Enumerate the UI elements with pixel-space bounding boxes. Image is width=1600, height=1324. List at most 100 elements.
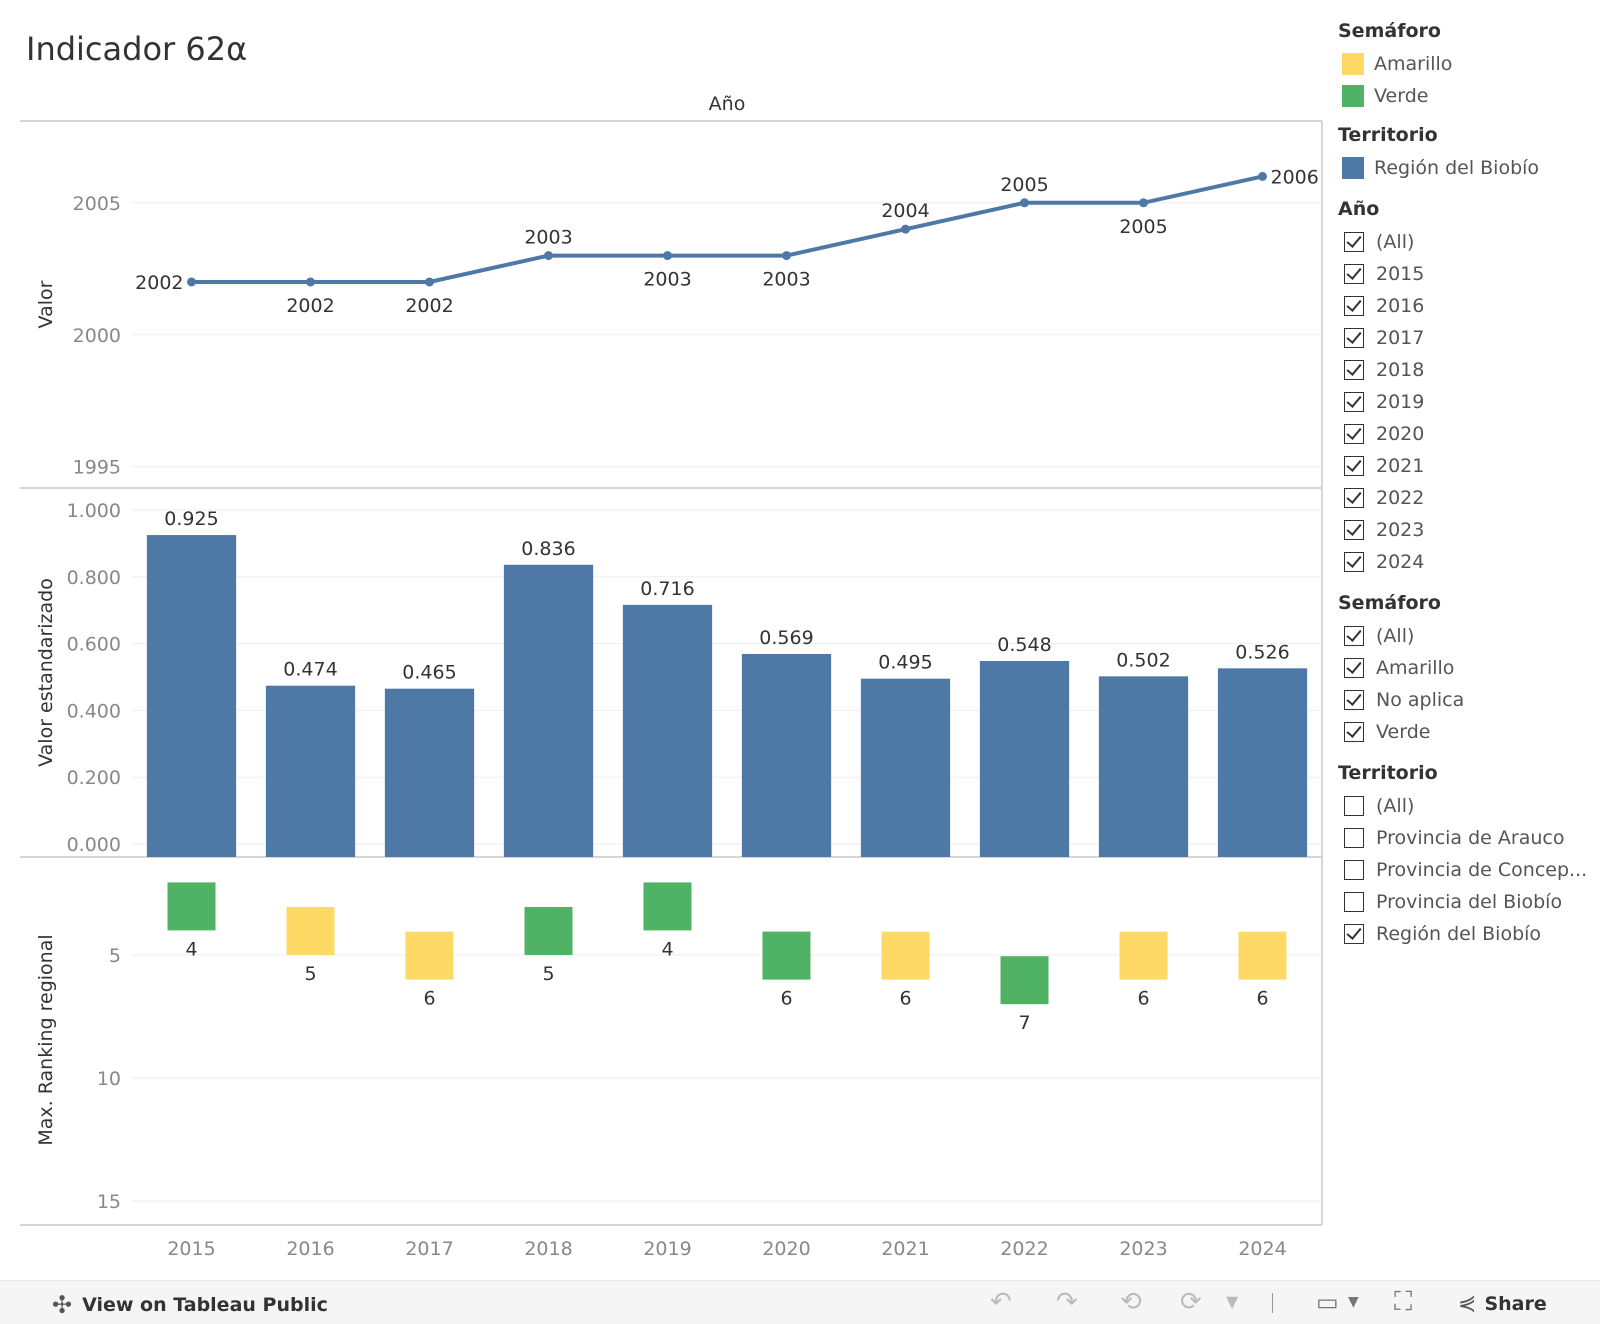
checkbox-icon[interactable] — [1344, 690, 1364, 710]
checkbox-icon[interactable] — [1344, 924, 1364, 944]
x-tick-label: 2024 — [1238, 1238, 1286, 1260]
filter-option[interactable]: Provincia de Arauco — [1338, 822, 1588, 854]
data-label: 2003 — [762, 269, 810, 291]
rank-mark — [881, 931, 930, 980]
data-label: 4 — [661, 938, 673, 960]
share-label: Share — [1484, 1292, 1547, 1315]
checkbox-icon[interactable] — [1344, 456, 1364, 476]
data-point — [901, 224, 910, 234]
legend-item-region-biobio[interactable]: Región del Biobío — [1338, 152, 1588, 184]
filter-option[interactable]: 2019 — [1338, 386, 1588, 418]
checkbox-icon[interactable] — [1344, 264, 1364, 284]
data-label: 2002 — [135, 272, 183, 294]
data-label: 4 — [185, 938, 197, 960]
y-tick-label: 2005 — [73, 193, 121, 215]
filter-option[interactable]: 2018 — [1338, 354, 1588, 386]
filter-option[interactable]: Amarillo — [1338, 652, 1588, 684]
data-label: 0.495 — [878, 652, 932, 674]
checkbox-icon[interactable] — [1344, 892, 1364, 912]
download-icon[interactable]: ▭ — [1316, 1288, 1339, 1316]
filter-option[interactable]: Región del Biobío — [1338, 918, 1588, 950]
rank-mark — [167, 882, 216, 931]
checkbox-icon[interactable] — [1344, 626, 1364, 646]
x-tick-label: 2015 — [167, 1238, 215, 1260]
redo-icon[interactable]: ↷ — [1056, 1287, 1078, 1317]
data-point — [187, 277, 196, 287]
revert-icon[interactable]: ⟲ — [1120, 1287, 1142, 1317]
view-on-tableau-button[interactable]: ✣ View on Tableau Public — [52, 1291, 328, 1319]
filter-option-label: 2022 — [1376, 487, 1425, 509]
data-point — [1139, 198, 1148, 208]
filter-option-label: (All) — [1376, 231, 1415, 253]
share-button[interactable]: ⋞ Share — [1458, 1291, 1547, 1316]
checkbox-icon[interactable] — [1344, 232, 1364, 252]
legend-territorio: Territorio Región del Biobío — [1338, 124, 1588, 184]
checkbox-icon[interactable] — [1344, 722, 1364, 742]
filter-option[interactable]: 2016 — [1338, 290, 1588, 322]
checkbox-icon[interactable] — [1344, 520, 1364, 540]
checkbox-icon[interactable] — [1344, 488, 1364, 508]
y-axis-title: Max. Ranking regional — [35, 934, 57, 1145]
bar — [860, 678, 951, 857]
data-point — [663, 251, 672, 261]
filter-option[interactable]: No aplica — [1338, 684, 1588, 716]
filter-option[interactable]: 2020 — [1338, 418, 1588, 450]
filter-option[interactable]: Provincia de Concep... — [1338, 854, 1588, 886]
filter-option[interactable]: Verde — [1338, 716, 1588, 748]
fullscreen-icon[interactable]: ⛶ — [1394, 1287, 1413, 1317]
data-point — [544, 251, 553, 261]
data-label: 0.465 — [402, 662, 456, 684]
checkbox-icon[interactable] — [1344, 658, 1364, 678]
filter-option-label: Verde — [1376, 721, 1431, 743]
bar — [265, 685, 356, 857]
filter-title: Año — [1338, 198, 1380, 220]
data-label: 5 — [542, 963, 554, 985]
filter-option[interactable]: 2021 — [1338, 450, 1588, 482]
filter-option[interactable]: Provincia del Biobío — [1338, 886, 1588, 918]
data-point — [306, 277, 315, 287]
y-tick-label: 0.400 — [67, 700, 121, 722]
x-tick-label: 2018 — [524, 1238, 572, 1260]
data-label: 2002 — [405, 295, 453, 317]
rank-mark — [762, 931, 811, 980]
checkbox-icon[interactable] — [1344, 360, 1364, 380]
legend-item-verde[interactable]: Verde — [1338, 80, 1588, 112]
checkbox-icon[interactable] — [1344, 796, 1364, 816]
data-label: 0.548 — [997, 634, 1051, 656]
undo-icon[interactable]: ↶ — [990, 1287, 1012, 1317]
data-label: 6 — [1137, 988, 1149, 1010]
checkbox-icon[interactable] — [1344, 828, 1364, 848]
data-label: 2002 — [286, 295, 334, 317]
axis-header: Año — [709, 93, 746, 115]
filter-option-label: 2018 — [1376, 359, 1425, 381]
x-tick-label: 2021 — [881, 1238, 929, 1260]
bar — [622, 604, 713, 857]
data-label: 0.526 — [1235, 641, 1289, 663]
checkbox-icon[interactable] — [1344, 392, 1364, 412]
filter-option-label: 2019 — [1376, 391, 1425, 413]
filter-option[interactable]: (All) — [1338, 226, 1588, 258]
filter-option-label: 2021 — [1376, 455, 1425, 477]
download-dropdown-icon[interactable]: ▼ — [1348, 1294, 1359, 1310]
filter-option[interactable]: 2017 — [1338, 322, 1588, 354]
filter-option[interactable]: 2015 — [1338, 258, 1588, 290]
filter-option[interactable]: 2022 — [1338, 482, 1588, 514]
legend-item-amarillo[interactable]: Amarillo — [1338, 48, 1588, 80]
filter-option[interactable]: 2023 — [1338, 514, 1588, 546]
data-label: 7 — [1018, 1012, 1030, 1034]
legend-label: Verde — [1374, 85, 1429, 107]
data-label: 0.502 — [1116, 649, 1170, 671]
checkbox-icon[interactable] — [1344, 860, 1364, 880]
filter-option[interactable]: (All) — [1338, 620, 1588, 652]
filter-option[interactable]: (All) — [1338, 790, 1588, 822]
filter-option-label: (All) — [1376, 795, 1415, 817]
checkbox-icon[interactable] — [1344, 552, 1364, 572]
pause-dropdown-icon[interactable]: ▼ — [1226, 1292, 1239, 1311]
checkbox-icon[interactable] — [1344, 296, 1364, 316]
refresh-icon[interactable]: ⟳ — [1180, 1287, 1202, 1317]
filter-option[interactable]: 2024 — [1338, 546, 1588, 578]
rank-mark — [643, 882, 692, 931]
tableau-logo-icon: ✣ — [52, 1291, 73, 1319]
checkbox-icon[interactable] — [1344, 424, 1364, 444]
checkbox-icon[interactable] — [1344, 328, 1364, 348]
